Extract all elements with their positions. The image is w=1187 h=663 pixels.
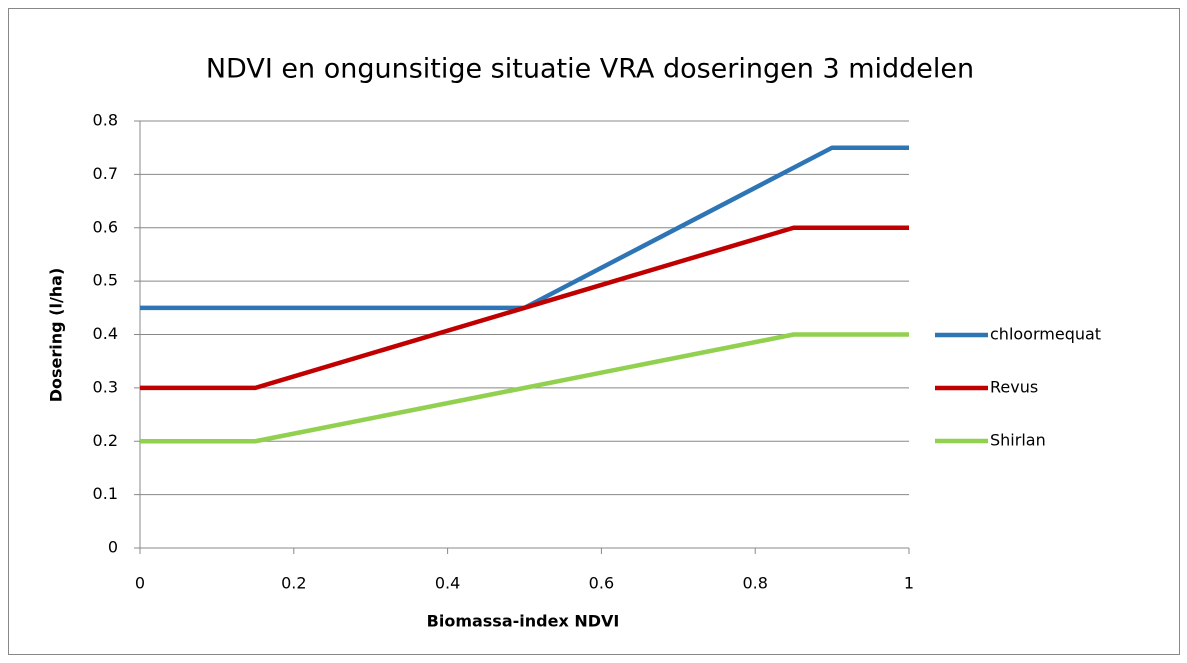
chart-title: NDVI en ongunsitige situatie VRA doserin… [206, 54, 974, 85]
x-tick-label: 0.8 [742, 574, 767, 593]
y-tick-label: 0.1 [93, 484, 118, 503]
x-tick-label: 0 [135, 574, 145, 593]
x-tick-label: 0.2 [281, 574, 306, 593]
legend-label: chloormequat [990, 325, 1101, 344]
y-tick-label: 0.6 [93, 217, 118, 236]
x-tick-label: 0.4 [435, 574, 460, 593]
y-tick-label: 0.4 [93, 324, 118, 343]
y-tick-label: 0.3 [93, 377, 118, 396]
y-tick-label: 0.5 [93, 271, 118, 290]
y-tick-label: 0.7 [93, 164, 118, 183]
legend-label: Shirlan [990, 431, 1046, 450]
y-tick-label: 0 [108, 538, 118, 557]
series-line [140, 225, 909, 391]
x-axis-title: Biomassa-index NDVI [427, 612, 620, 631]
y-axis-title: Dosering (l/ha) [47, 268, 66, 403]
x-tick-label: 0.6 [589, 574, 614, 593]
y-tick-label: 0.8 [93, 111, 118, 130]
series-line [140, 145, 909, 311]
x-tick-label: 1 [904, 574, 914, 593]
series-line [140, 332, 909, 444]
legend-label: Revus [990, 378, 1038, 397]
y-tick-label: 0.2 [93, 431, 118, 450]
chart-border [8, 8, 1180, 655]
